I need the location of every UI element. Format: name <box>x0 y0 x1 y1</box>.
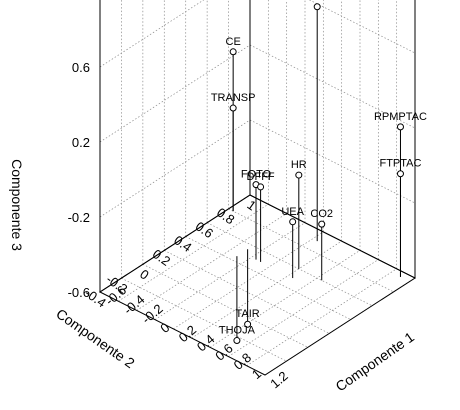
z-tick-label: -0.6 <box>68 285 90 300</box>
floor-grid-line <box>206 222 373 307</box>
side-wall-grid-line <box>99 0 205 68</box>
y-tick-label: 0.4 <box>171 232 194 255</box>
floor-grid-line <box>185 236 351 320</box>
y-tick-label: 0 <box>137 266 152 282</box>
data-point-marker <box>295 171 303 179</box>
floor-grid-line <box>164 250 330 334</box>
data-point-marker <box>229 48 237 56</box>
y-axis-title: Componente 2 <box>53 305 138 371</box>
data-point-label: TRANSP <box>211 92 256 104</box>
data-point-marker <box>318 220 326 228</box>
data-point-label: CE <box>226 36 241 48</box>
back-wall-panel <box>249 0 416 279</box>
data-point-label: DFFF <box>247 171 275 183</box>
side-wall-panel <box>99 0 251 293</box>
back-wall-grid-line <box>249 119 416 204</box>
x-tick-label: 0 <box>157 320 172 336</box>
data-point-label: FOTO <box>241 169 272 181</box>
data-point-label: RPMPTAC <box>374 111 427 123</box>
data-point-marker <box>289 218 297 226</box>
back-wall-grid-line <box>249 44 416 129</box>
y-tick-label: 0.2 <box>150 246 173 269</box>
z-tick-label: -0.2 <box>68 210 90 225</box>
point-stems <box>232 6 401 341</box>
z-tick-label: 0.2 <box>72 135 90 150</box>
y-tick-label: 0.8 <box>214 205 237 228</box>
axes-frame <box>98 0 417 376</box>
floor-grid-line <box>191 240 342 339</box>
data-point-label: TAIR <box>235 308 259 320</box>
z-tick-label: 0.6 <box>72 60 90 75</box>
floor-grid-line <box>121 277 287 362</box>
z-axis-title: Componente 3 <box>9 159 25 251</box>
back-wall-grid-line <box>308 0 416 54</box>
grid-panels <box>99 0 416 376</box>
floor-grid-line <box>228 208 394 293</box>
data-point-label: UEA <box>281 206 304 218</box>
data-point-label: FTPTAC <box>379 158 421 170</box>
data-point-marker <box>396 123 404 131</box>
y-tick-label: 1 <box>244 197 259 213</box>
floor-grid-line <box>118 203 269 302</box>
floor-grid-line <box>142 263 309 348</box>
floor-panel <box>98 194 417 376</box>
x-tick-label: 1 <box>249 366 264 382</box>
side-wall-grid-line <box>99 119 251 218</box>
data-point-marker <box>257 183 265 191</box>
data-point-marker <box>244 320 252 328</box>
data-points <box>229 3 404 345</box>
y-tick-label: 0.6 <box>193 219 216 242</box>
data-point-marker <box>229 104 237 112</box>
data-point-marker <box>233 337 241 345</box>
data-point-label: CO2 <box>310 208 333 220</box>
data-point-marker <box>313 3 321 11</box>
x-axis-title: Componente 1 <box>333 329 418 395</box>
data-point-label: PPMFTO <box>294 0 340 3</box>
data-point-label: HR <box>291 159 307 171</box>
data-point-label: THOJA <box>219 325 256 337</box>
data-point-marker <box>396 170 404 178</box>
